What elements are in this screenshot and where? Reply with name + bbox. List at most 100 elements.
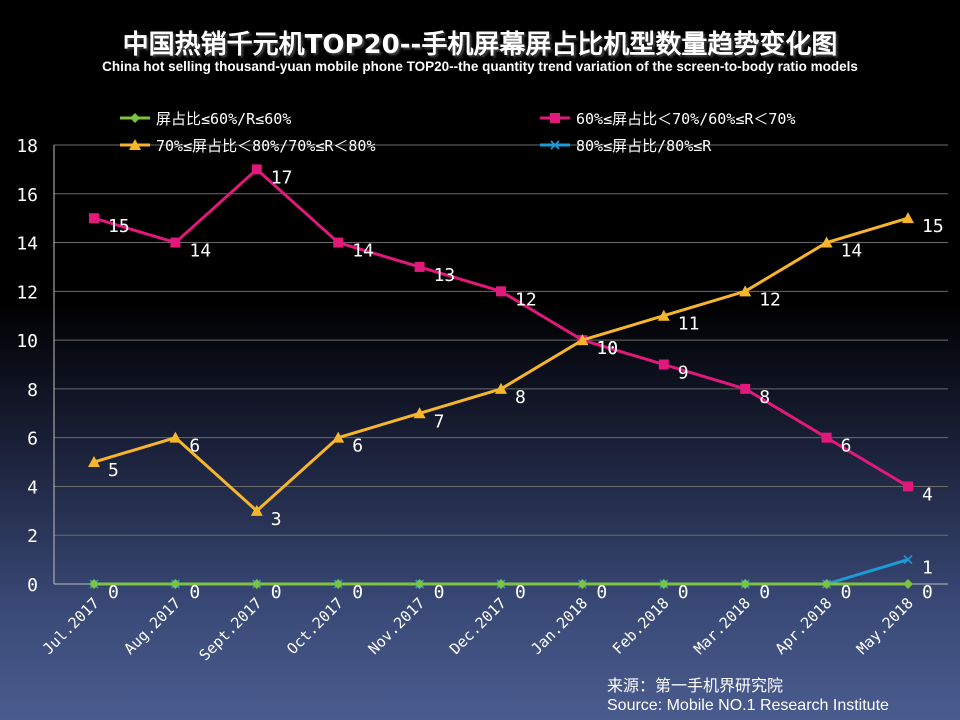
data-label: 9 <box>678 363 689 384</box>
data-point <box>333 237 344 248</box>
data-label: 0 <box>922 582 933 603</box>
data-point <box>739 285 752 297</box>
data-label: 14 <box>841 241 863 262</box>
x-tick-label: Dec.2017 <box>446 594 510 658</box>
data-point <box>89 579 99 589</box>
data-point <box>657 309 670 321</box>
legend-item: 70%≤屏占比＜80%/70%≤R＜80% <box>120 137 376 155</box>
y-tick-label: 0 <box>27 575 38 596</box>
x-tick-label: Jan.2018 <box>527 594 591 658</box>
legend-item: 屏占比≤60%/R≤60% <box>120 110 291 128</box>
data-label: 5 <box>108 460 119 481</box>
data-label: 6 <box>352 436 363 457</box>
data-label: 0 <box>841 582 852 603</box>
data-label: 4 <box>922 484 933 505</box>
data-label: 12 <box>515 289 537 310</box>
data-label: 8 <box>515 387 526 408</box>
legend-marker <box>550 140 560 150</box>
x-tick-label: Sept.2017 <box>195 594 265 664</box>
data-point <box>170 237 181 248</box>
data-label: 1 <box>922 558 933 579</box>
data-label: 6 <box>189 436 200 457</box>
legend-label: 80%≤屏占比/80%≤R <box>576 137 712 155</box>
data-point <box>496 579 506 589</box>
data-label: 7 <box>434 411 445 432</box>
legend-marker <box>550 113 560 123</box>
data-point <box>658 579 669 589</box>
legend-marker <box>129 139 141 150</box>
x-tick-label: Jul.2017 <box>39 594 103 658</box>
data-label: 0 <box>434 582 445 603</box>
data-label: 0 <box>596 582 607 603</box>
data-point <box>414 579 425 589</box>
data-point <box>903 555 913 565</box>
data-point <box>169 431 182 443</box>
legend-item: 80%≤屏占比/80%≤R <box>540 137 712 155</box>
data-label: 0 <box>108 582 119 603</box>
data-point <box>251 579 262 589</box>
x-tick-label: Nov.2017 <box>365 594 429 658</box>
data-label: 11 <box>678 314 700 335</box>
data-point <box>88 456 100 468</box>
legend-item: 60%≤屏占比＜70%/60%≤R＜70% <box>540 110 796 128</box>
data-label: 0 <box>515 582 526 603</box>
data-label: 17 <box>271 167 293 188</box>
y-tick-label: 10 <box>16 331 38 352</box>
x-tick-label: Aug.2017 <box>120 594 184 658</box>
data-point <box>576 334 589 346</box>
legend-label: 屏占比≤60%/R≤60% <box>156 110 291 128</box>
data-point <box>250 504 263 516</box>
source-note: 来源：第一手机界研究院 Source: Mobile NO.1 Research… <box>607 677 889 715</box>
data-label: 10 <box>596 338 618 359</box>
data-point <box>495 382 507 394</box>
data-label: 0 <box>352 582 363 603</box>
data-label: 10 <box>596 338 618 359</box>
data-point <box>333 579 344 589</box>
data-label: 0 <box>678 582 689 603</box>
chart-subtitle: China hot selling thousand-yuan mobile p… <box>102 59 858 74</box>
data-point <box>658 359 669 370</box>
data-point <box>413 407 426 419</box>
y-tick-label: 16 <box>16 185 38 206</box>
data-label: 6 <box>841 436 852 457</box>
data-point <box>821 579 832 589</box>
data-point <box>496 286 506 297</box>
data-label: 0 <box>759 582 770 603</box>
data-point <box>903 481 913 492</box>
data-point <box>821 432 832 443</box>
data-label: 14 <box>189 241 211 262</box>
y-tick-label: 8 <box>27 380 38 401</box>
data-label: 15 <box>108 216 130 237</box>
y-tick-label: 18 <box>16 136 38 157</box>
y-tick-label: 14 <box>16 234 38 255</box>
data-point-stroke <box>903 555 913 565</box>
x-tick-label: Mar.2018 <box>690 594 754 658</box>
data-point <box>903 579 913 589</box>
y-tick-label: 4 <box>27 477 38 498</box>
legend-label: 70%≤屏占比＜80%/70%≤R＜80% <box>156 137 376 155</box>
data-point <box>740 579 751 589</box>
series-line-1 <box>93 167 909 488</box>
data-label: 14 <box>352 241 374 262</box>
data-point <box>170 579 181 589</box>
data-label: 0 <box>189 582 200 603</box>
x-tick-label: Feb.2018 <box>609 594 673 658</box>
y-tick-label: 6 <box>27 429 38 450</box>
legend-marker-stroke <box>550 140 560 150</box>
chart-title: 中国热销千元机TOP20--手机屏幕屏占比机型数量趋势变化图 <box>122 30 838 60</box>
data-point <box>332 431 345 443</box>
data-point <box>251 164 262 175</box>
x-tick-label: May.2018 <box>853 594 917 658</box>
y-tick-label: 12 <box>16 282 38 303</box>
data-point <box>577 579 588 589</box>
data-point <box>902 212 914 224</box>
y-tick-label: 2 <box>27 526 38 547</box>
data-label: 13 <box>434 265 456 286</box>
source-line-en: Source: Mobile NO.1 Research Institute <box>607 697 889 714</box>
series-line-2 <box>93 216 909 513</box>
x-tick-label: Oct.2017 <box>283 594 347 658</box>
data-point <box>820 236 833 248</box>
data-point <box>414 261 425 272</box>
data-point <box>89 213 99 224</box>
